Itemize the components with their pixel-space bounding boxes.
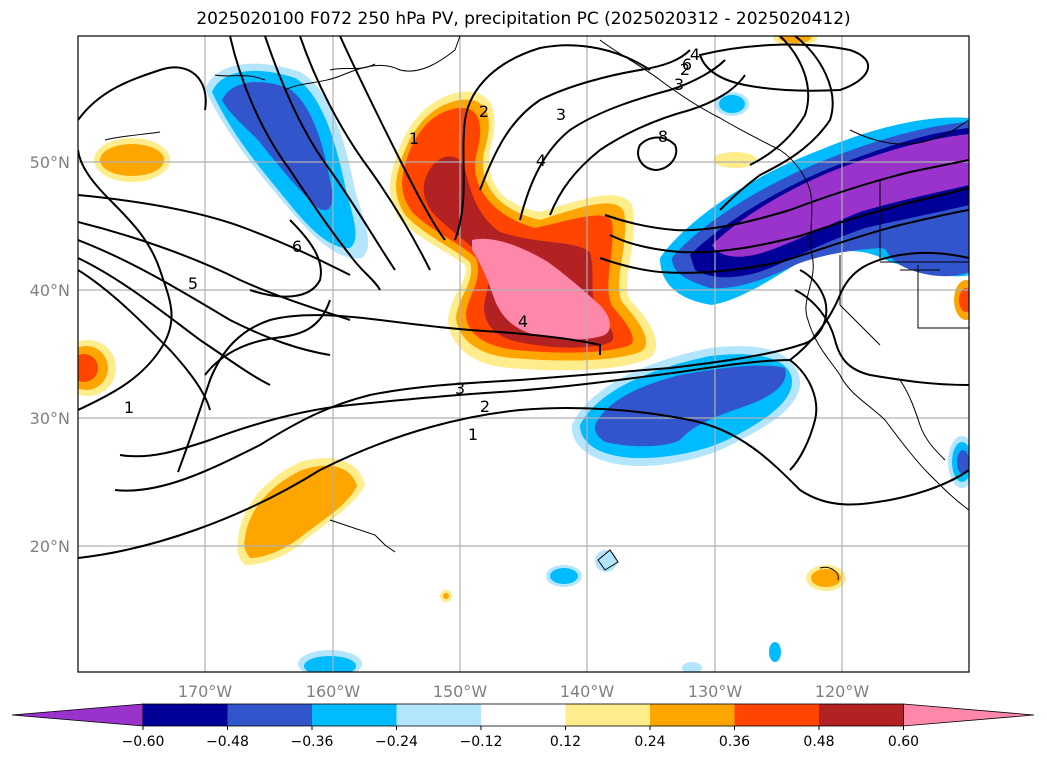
pv-contour-label: 1 [409,129,419,148]
pv-contour-label-group: 1 2 3 4 5 6 8 1 2 3 4 1 2 3 4 6 [124,45,700,444]
lon-label: 150°W [433,682,488,701]
colorbar-tick-label: 0.48 [803,734,834,750]
longitude-labels: 170°W 160°W 150°W 140°W 130°W 120°W [178,682,870,701]
colorbar-tick-label: 0.24 [634,734,665,750]
lat-label: 20°N [30,537,70,556]
lat-label: 50°N [30,153,70,172]
colorbar-tick-label: −0.48 [206,734,249,750]
lon-label: 130°W [688,682,743,701]
colorbar-tick-label: −0.12 [460,734,503,750]
colorbar-tick-label: 0.12 [550,734,581,750]
pv-contours [78,36,969,559]
pv-contour-label: 6 [292,237,302,256]
colorbar-swatch [312,704,397,726]
lat-label: 30°N [30,409,70,428]
colorbar-swatch [396,704,482,726]
colorbar-swatch [734,704,820,726]
colorbar-tick-label: −0.24 [375,734,418,750]
latitude-labels: 50°N 40°N 30°N 20°N [30,153,70,556]
lon-label: 170°W [178,682,233,701]
colorbar-swatch [650,704,735,726]
colorbar-swatch [565,704,651,726]
pv-contour-label: 6 [682,55,692,74]
pv-contour-label: 3 [455,379,465,398]
colorbar-swatch [227,704,313,726]
lon-label: 160°W [306,682,361,701]
colorbar-tick-label: −0.60 [122,734,165,750]
pv-contour-label: 3 [674,75,684,94]
lat-label: 40°N [30,281,70,300]
pv-contour-label: 2 [479,102,489,121]
pv-contour-label: 1 [468,425,478,444]
colorbar: −0.60 −0.48 −0.36 −0.24 −0.12 0.12 0.24 0.36 0.4… [11,703,1035,750]
colorbar-outline [142,703,904,727]
lon-label: 140°W [560,682,615,701]
graticule [78,36,969,672]
pv-contour-label: 8 [658,127,668,146]
pv-contour-label: 4 [536,151,546,170]
colorbar-tick-label: 0.60 [888,734,919,750]
lon-label: 120°W [815,682,870,701]
colorbar-tick-label: −0.36 [291,734,334,750]
pv-contour-label: 3 [556,105,566,124]
plot-frame [77,35,970,673]
colorbar-swatch [481,704,566,726]
colorbar-swatch [819,704,904,726]
plot-area: 1 2 3 4 5 6 8 1 2 3 4 1 2 3 4 6 [78,36,969,672]
pv-contour-label: 1 [124,398,134,417]
colorbar-tick-label: 0.36 [719,734,750,750]
colorbar-extend-low [11,703,144,727]
pv-contour-label: 5 [188,274,198,293]
pv-contour-label: 4 [690,45,700,64]
pv-contour-label: 2 [480,397,490,416]
colorbar-swatch [143,704,228,726]
map-title: 2025020100 F072 250 hPa PV, precipitatio… [196,9,851,29]
colorbar-extend-high [903,703,1035,727]
pv-contour-label: 4 [518,312,528,331]
pv-contour-label: 2 [680,60,690,79]
